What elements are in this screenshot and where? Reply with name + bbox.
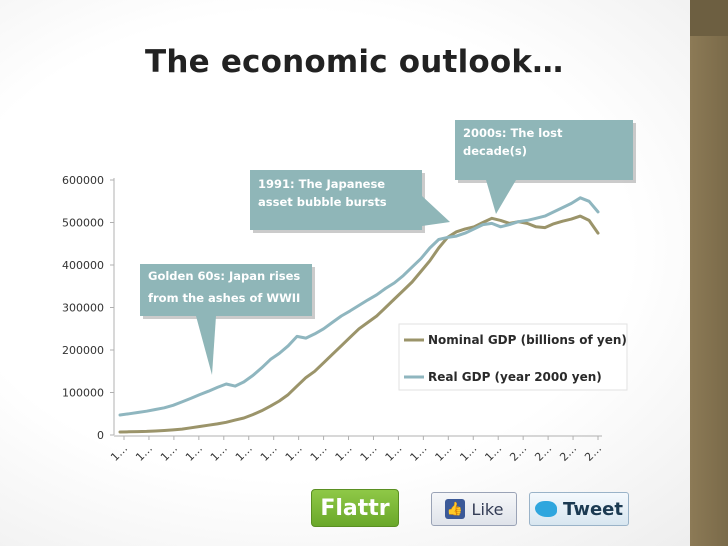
x-tick-label: 2…	[532, 442, 554, 464]
twitter-bird-icon	[535, 501, 558, 517]
y-tick-label: 500000	[62, 217, 104, 230]
y-tick-label: 100000	[62, 387, 104, 400]
callout-text: from the ashes of WWII	[148, 291, 300, 305]
x-tick-label: 1…	[482, 442, 504, 464]
callout-box	[140, 264, 312, 316]
x-tick-label: 2…	[557, 442, 579, 464]
legend-label: Real GDP (year 2000 yen)	[428, 370, 602, 384]
y-tick-label: 400000	[62, 259, 104, 272]
tweet-label: Tweet	[563, 498, 623, 520]
callout-pointer	[196, 316, 216, 375]
y-tick-label: 300000	[62, 302, 104, 315]
thumbs-up-icon: 👍	[444, 499, 465, 519]
x-tick-label: 1…	[333, 442, 355, 464]
series-line-real-gdp	[118, 196, 600, 417]
x-tick-label: 2…	[507, 442, 529, 464]
x-tick-label: 1…	[158, 442, 180, 464]
x-tick-label: 1…	[183, 442, 205, 464]
x-tick-label: 1…	[208, 442, 230, 464]
callout-pointer	[486, 180, 516, 214]
decorative-side-bar	[690, 0, 728, 546]
decorative-side-bar-top	[690, 0, 728, 36]
x-tick-label: 1…	[258, 442, 280, 464]
facebook-like-button[interactable]: 👍 Like	[431, 492, 517, 526]
y-tick-label: 600000	[62, 174, 104, 187]
like-label: Like	[471, 499, 504, 519]
y-tick-label: 0	[97, 429, 104, 442]
x-tick-label: 1…	[108, 442, 130, 464]
x-tick-label: 1…	[408, 442, 430, 464]
callout-text: 1991: The Japanese	[258, 177, 385, 191]
x-tick-label: 2…	[582, 442, 604, 464]
slide-title: The economic outlook…	[145, 44, 564, 80]
x-tick-label: 1…	[457, 442, 479, 464]
x-tick-label: 1…	[433, 442, 455, 464]
x-tick-label: 1…	[233, 442, 255, 464]
x-tick-label: 1…	[308, 442, 330, 464]
y-tick-label: 200000	[62, 344, 104, 357]
callout-text: decade(s)	[463, 144, 527, 158]
x-tick-label: 1…	[358, 442, 380, 464]
callout-text: Golden 60s: Japan rises	[148, 269, 300, 283]
flattr-label: Flattr	[320, 495, 390, 521]
callout-pointer	[422, 196, 450, 226]
flattr-button[interactable]: Flattr	[311, 489, 399, 527]
legend-label: Nominal GDP (billions of yen)	[428, 333, 627, 347]
x-tick-label: 1…	[133, 442, 155, 464]
callout-text: 2000s: The lost	[463, 126, 563, 140]
callout-box	[455, 120, 633, 180]
legend-box	[398, 323, 628, 391]
callout-text: asset bubble bursts	[258, 195, 387, 209]
callout-box	[250, 170, 422, 230]
x-tick-label: 1…	[283, 442, 305, 464]
x-tick-label: 1…	[383, 442, 405, 464]
tweet-button[interactable]: Tweet	[529, 492, 629, 526]
